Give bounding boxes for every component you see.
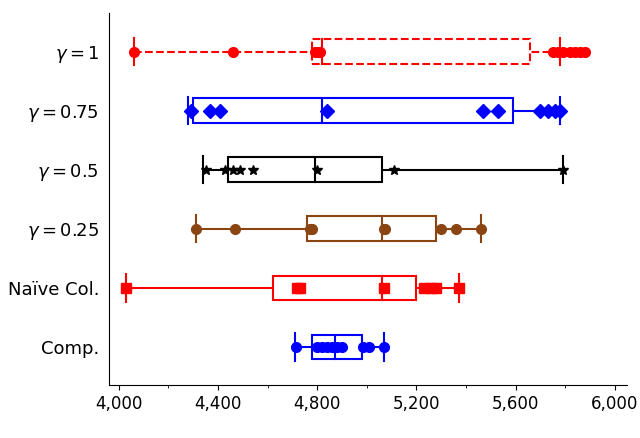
FancyBboxPatch shape [307,216,436,241]
FancyBboxPatch shape [312,39,531,64]
FancyBboxPatch shape [273,276,417,300]
FancyBboxPatch shape [312,335,362,360]
FancyBboxPatch shape [228,157,381,182]
FancyBboxPatch shape [193,98,513,123]
